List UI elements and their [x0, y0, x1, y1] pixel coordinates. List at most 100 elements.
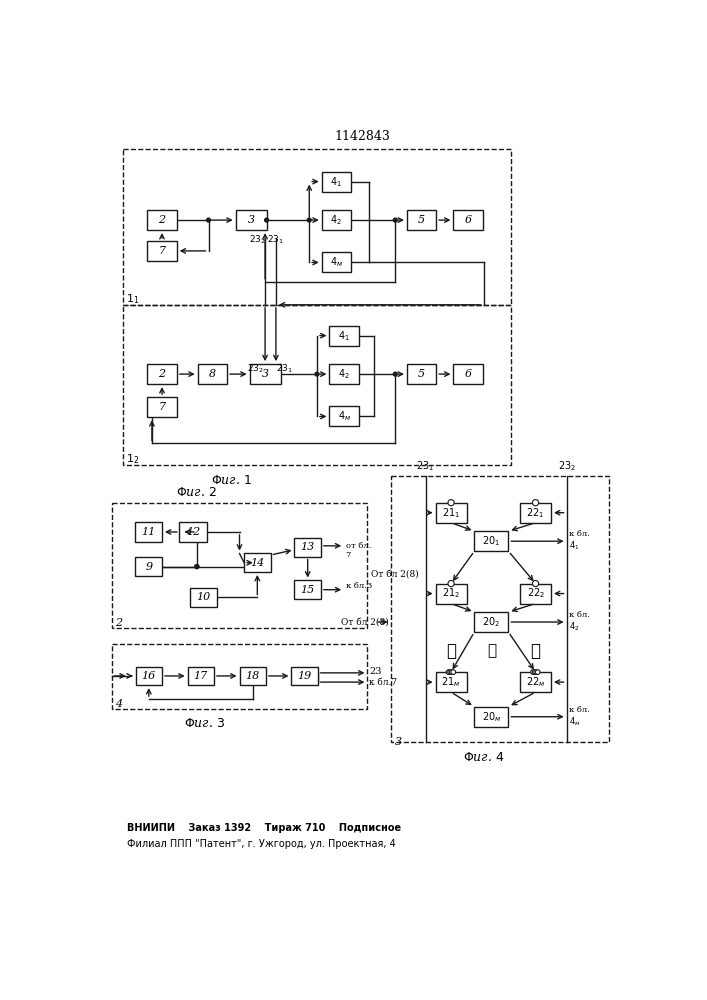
Text: 3: 3 — [262, 369, 269, 379]
Bar — [112, 644, 368, 709]
Text: 13: 13 — [300, 542, 315, 552]
Text: $23_1$: $23_1$ — [267, 234, 284, 246]
Circle shape — [534, 670, 539, 674]
Bar — [136, 667, 162, 685]
Circle shape — [532, 500, 539, 506]
Text: ⋮: ⋮ — [530, 643, 541, 660]
Circle shape — [195, 565, 199, 569]
Bar — [453, 364, 483, 384]
Circle shape — [450, 670, 454, 674]
Circle shape — [532, 670, 537, 674]
Text: $23_2$: $23_2$ — [249, 234, 266, 246]
Bar — [147, 364, 177, 384]
Text: 3: 3 — [247, 215, 255, 225]
Text: $21_2$: $21_2$ — [442, 587, 460, 600]
Text: ВНИИПИ    Заказ 1392    Тираж 710    Подписное: ВНИИПИ Заказ 1392 Тираж 710 Подписное — [127, 823, 402, 833]
Text: 5: 5 — [418, 369, 425, 379]
Bar — [291, 667, 317, 685]
Text: к бл.
$4_1$: к бл. $4_1$ — [569, 530, 590, 552]
Text: 6: 6 — [464, 215, 472, 225]
Bar — [198, 364, 227, 384]
Text: $23_1$: $23_1$ — [416, 459, 435, 473]
Circle shape — [195, 565, 199, 569]
Bar — [244, 553, 271, 572]
Bar — [187, 667, 214, 685]
Text: 19: 19 — [298, 671, 312, 681]
Text: 2: 2 — [115, 618, 122, 628]
Bar — [147, 210, 177, 230]
Text: 8: 8 — [209, 369, 216, 379]
Text: $20_м$: $20_м$ — [481, 710, 501, 724]
Text: 15: 15 — [300, 585, 315, 595]
Circle shape — [531, 670, 535, 674]
Bar — [294, 580, 321, 599]
Bar — [180, 522, 206, 542]
Bar — [123, 149, 510, 305]
Bar — [322, 252, 351, 272]
Bar — [135, 557, 163, 576]
Text: 6: 6 — [464, 369, 472, 379]
Text: 12: 12 — [186, 527, 200, 537]
Bar — [189, 588, 216, 607]
Bar — [322, 210, 351, 230]
Text: 10: 10 — [196, 592, 210, 602]
Bar — [329, 406, 359, 426]
Text: $4_1$: $4_1$ — [338, 329, 350, 342]
Text: $\Phi$иг. $3$: $\Phi$иг. $3$ — [184, 717, 225, 730]
Text: 23: 23 — [369, 667, 381, 676]
Text: $20_2$: $20_2$ — [482, 615, 501, 629]
Text: 11: 11 — [141, 527, 156, 537]
Text: к бл.7: к бл.7 — [369, 678, 397, 687]
Text: 5: 5 — [418, 215, 425, 225]
Bar — [391, 476, 609, 742]
Text: 7: 7 — [158, 402, 165, 412]
Text: $22_1$: $22_1$ — [527, 506, 544, 520]
Text: $\Phi$иг. $2$: $\Phi$иг. $2$ — [177, 486, 217, 499]
Text: 17: 17 — [194, 671, 208, 681]
Text: $23_1$: $23_1$ — [276, 363, 293, 375]
Bar — [474, 531, 508, 551]
Text: 4: 4 — [115, 699, 122, 709]
Text: От бл 2(8): От бл 2(8) — [371, 570, 419, 579]
Text: 2: 2 — [158, 215, 165, 225]
Text: $23_2$: $23_2$ — [558, 459, 575, 473]
Text: 1142843: 1142843 — [334, 130, 390, 143]
Bar — [235, 210, 267, 230]
Bar — [329, 326, 359, 346]
Circle shape — [535, 670, 540, 674]
Text: $23_2$: $23_2$ — [247, 363, 264, 375]
Bar — [436, 584, 467, 604]
Text: Филиал ППП "Патент", г. Ужгород, ул. Проектная, 4: Филиал ППП "Патент", г. Ужгород, ул. Про… — [127, 839, 396, 849]
Text: $4_м$: $4_м$ — [337, 410, 351, 423]
Text: $\Phi$иг. $4$: $\Phi$иг. $4$ — [463, 751, 504, 764]
Circle shape — [451, 670, 455, 674]
Bar — [520, 584, 551, 604]
Bar — [520, 672, 551, 692]
Text: к бл.
$4_м$: к бл. $4_м$ — [569, 706, 590, 728]
Text: $\Phi$иг. $1$: $\Phi$иг. $1$ — [211, 474, 252, 487]
Text: ⋮: ⋮ — [487, 644, 496, 658]
Bar — [240, 667, 266, 685]
Text: 2: 2 — [158, 369, 165, 379]
Text: 7: 7 — [158, 246, 165, 256]
Bar — [407, 210, 436, 230]
Text: $20_1$: $20_1$ — [482, 534, 501, 548]
Bar — [135, 522, 163, 542]
Text: $22_2$: $22_2$ — [527, 587, 544, 600]
Bar — [250, 364, 281, 384]
Circle shape — [308, 218, 311, 222]
Text: 18: 18 — [245, 671, 259, 681]
Text: ⋮: ⋮ — [446, 643, 456, 660]
Text: от бл.
7: от бл. 7 — [346, 542, 371, 559]
Text: 16: 16 — [141, 671, 156, 681]
Text: 3: 3 — [395, 737, 402, 747]
Text: к бл.3: к бл.3 — [346, 582, 372, 590]
Bar — [520, 503, 551, 523]
Circle shape — [448, 670, 452, 674]
Text: От бл 2(8): От бл 2(8) — [341, 618, 388, 627]
Bar — [474, 707, 508, 727]
Circle shape — [206, 218, 211, 222]
Bar — [123, 305, 510, 465]
Bar — [322, 172, 351, 192]
Text: $4_2$: $4_2$ — [338, 367, 350, 381]
